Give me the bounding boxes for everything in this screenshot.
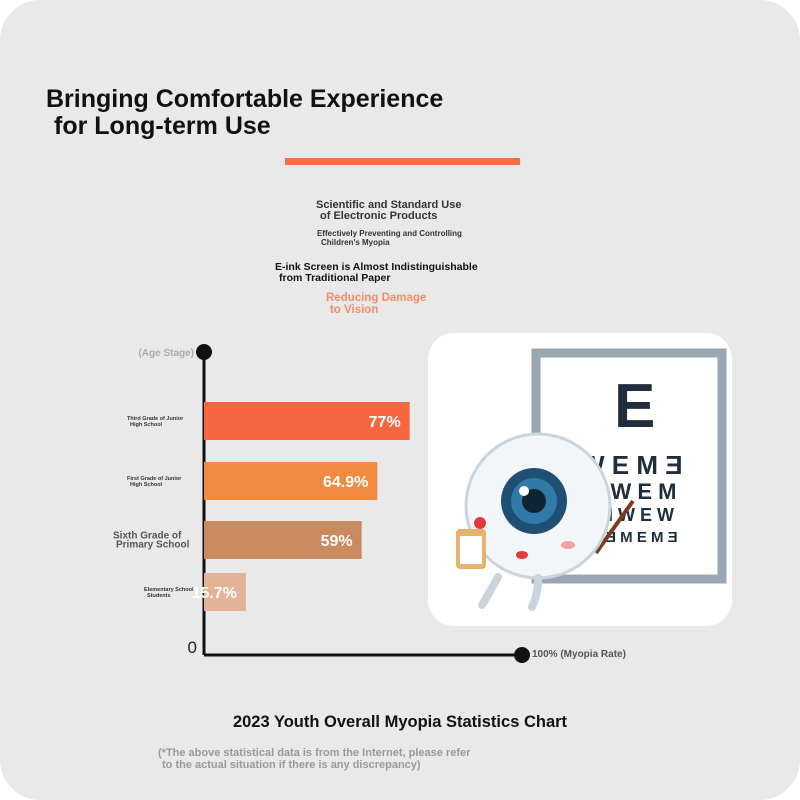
page-title: Bringing Comfortable Experience for Long… — [46, 86, 443, 140]
x-axis-end-dot — [514, 647, 530, 663]
category-label-4: Elementary School Students — [144, 587, 194, 599]
cheek — [561, 541, 575, 549]
left-leg — [478, 573, 502, 609]
bar-2 — [204, 462, 378, 500]
title-line-1: Bringing Comfortable Experience — [46, 85, 444, 113]
category-label-3-line-2: Primary School — [116, 540, 190, 551]
eye-chart-illustration: E W E M Ǝ M W E M M W E W Ǝ M E M Ǝ — [456, 348, 727, 611]
eye-chart-row-4: M W E W — [598, 505, 674, 525]
category-label-1-line-2: High School — [130, 422, 163, 428]
title-line-2: for Long-term Use — [54, 112, 271, 140]
pointer-stick — [594, 499, 635, 555]
category-label-1-line-1: Third Grade of Junior — [127, 416, 184, 422]
x-origin-label: 0 — [188, 638, 197, 657]
category-label-4-line-2: Students — [147, 593, 171, 599]
bar-value-label-1: 77% — [369, 414, 401, 431]
category-label-2: First Grade of Junior High School — [127, 476, 182, 488]
category-label-2-line-2: High School — [130, 482, 163, 488]
y-axis-end-dot — [196, 344, 212, 360]
eye-chart-row-1: E — [614, 372, 655, 441]
category-label-4-line-1: Elementary School — [144, 587, 194, 593]
bar-value-label-4: 15.7% — [192, 585, 237, 602]
bar-4 — [204, 573, 246, 611]
bar-3 — [204, 521, 362, 559]
feature-myopia-prevention: Effectively Preventing and Controlling C… — [317, 229, 462, 247]
x-axis-label: 100% (Myopia Rate) — [532, 649, 626, 660]
category-label-3-line-1: Sixth Grade of — [113, 531, 182, 542]
pupil — [522, 489, 546, 513]
category-label-2-line-1: First Grade of Junior — [127, 476, 182, 482]
category-label-3: Sixth Grade of Primary School — [113, 531, 190, 551]
pen-tip — [474, 517, 486, 529]
eye-chart-row-5: Ǝ M E M Ǝ — [606, 529, 678, 546]
feature-electronic-products: Scientific and Standard Use of Electroni… — [316, 199, 462, 222]
bar-value-label-2: 64.9% — [323, 474, 368, 491]
right-leg — [528, 574, 542, 611]
accent-divider — [285, 158, 520, 165]
disclaimer: (*The above statistical data is from the… — [158, 747, 471, 771]
feature-reducing-damage: Reducing Damage to Vision — [326, 292, 427, 316]
y-axis-label: (Age Stage) — [138, 348, 194, 359]
bar-1 — [204, 402, 410, 440]
eye-illustration: E W E M Ǝ M W E M M W E W Ǝ M E M Ǝ — [428, 333, 732, 626]
pupil-highlight — [519, 486, 529, 496]
clipboard-paper — [460, 536, 482, 564]
mouth — [516, 551, 528, 559]
feature-eink-screen: E-ink Screen is Almost Indistinguishable… — [275, 261, 478, 284]
chart-title: 2023 Youth Overall Myopia Statistics Cha… — [232, 713, 568, 731]
bar-value-label-3: 59% — [321, 533, 353, 550]
category-label-1: Third Grade of Junior High School — [127, 416, 184, 428]
